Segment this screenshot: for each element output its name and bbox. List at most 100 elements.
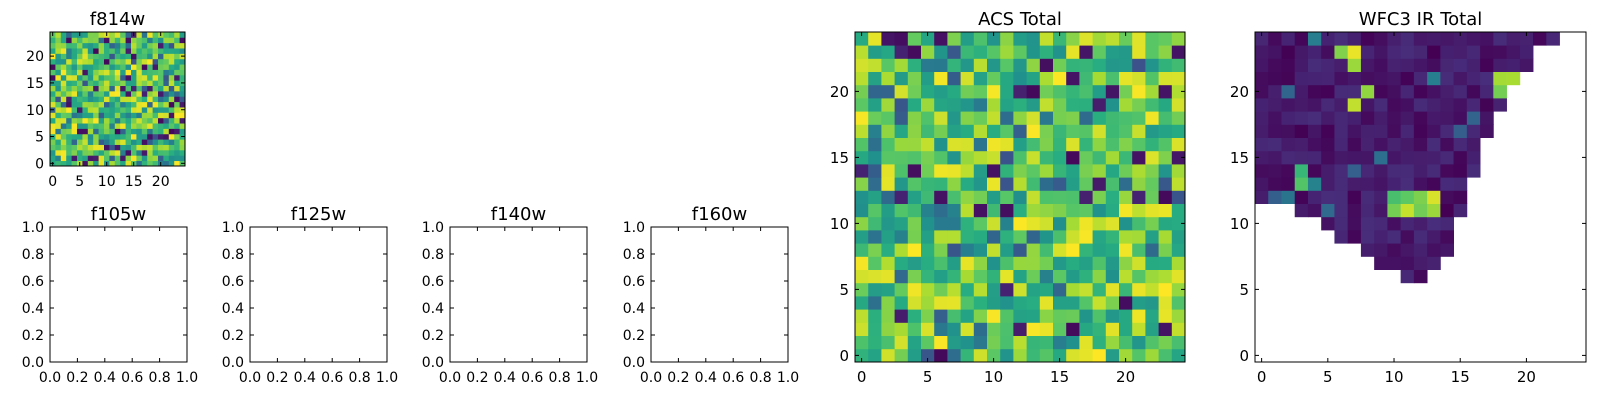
heatmap-cell bbox=[60, 37, 67, 44]
heatmap-cell bbox=[131, 58, 137, 65]
heatmap-cell bbox=[1105, 309, 1120, 323]
heatmap-cell bbox=[147, 117, 153, 124]
heatmap-cell bbox=[109, 101, 116, 108]
heatmap-cell bbox=[168, 128, 175, 135]
heatmap-cell bbox=[1066, 164, 1080, 178]
heatmap-cell bbox=[1427, 203, 1441, 218]
heatmap-cell bbox=[1158, 282, 1173, 297]
heatmap-cell bbox=[1440, 203, 1454, 218]
heatmap-cell bbox=[1360, 243, 1375, 257]
heatmap-cell bbox=[1255, 150, 1269, 165]
y-tick-label: 0.2 bbox=[623, 328, 645, 344]
heatmap-cell bbox=[1453, 203, 1468, 218]
heatmap-cell bbox=[104, 53, 110, 60]
heatmap-cell bbox=[87, 42, 94, 49]
heatmap-cell bbox=[131, 139, 137, 145]
heatmap-cell bbox=[1158, 216, 1173, 231]
heatmap-cell bbox=[147, 96, 153, 103]
heatmap-cell bbox=[881, 269, 895, 284]
heatmap-cell bbox=[1466, 124, 1481, 138]
heatmap-cell bbox=[125, 32, 132, 38]
y-tick-label: 0.8 bbox=[22, 247, 44, 263]
heatmap-cell bbox=[152, 133, 159, 140]
heatmap-cell bbox=[55, 32, 62, 38]
heatmap-cell bbox=[1466, 45, 1481, 59]
heatmap-cell bbox=[921, 177, 935, 191]
heatmap-cell bbox=[163, 117, 170, 124]
heatmap-cell bbox=[921, 84, 935, 99]
heatmap-cell bbox=[1466, 58, 1481, 72]
heatmap-cell bbox=[55, 139, 62, 145]
heatmap-cell bbox=[1427, 71, 1441, 86]
heatmap-cell bbox=[934, 137, 948, 152]
heatmap-cell bbox=[158, 53, 164, 60]
heatmap-cell bbox=[1079, 282, 1093, 297]
heatmap-cell bbox=[120, 123, 126, 129]
heatmap-cell bbox=[894, 296, 909, 310]
heatmap-cell bbox=[179, 101, 186, 108]
heatmap-cell bbox=[136, 69, 143, 76]
heatmap-cell bbox=[987, 177, 1001, 191]
heatmap-cell bbox=[1360, 177, 1375, 191]
heatmap-cell bbox=[82, 85, 89, 92]
heatmap-cell bbox=[1334, 216, 1349, 231]
heatmap-cell bbox=[1374, 84, 1388, 99]
heatmap-cell bbox=[921, 71, 935, 86]
heatmap-cell bbox=[131, 107, 137, 113]
heatmap-cell bbox=[1171, 269, 1186, 284]
heatmap-cell bbox=[55, 53, 62, 60]
heatmap-cell bbox=[1026, 98, 1041, 112]
y-tick-label: 1.0 bbox=[222, 220, 244, 236]
heatmap-cell bbox=[947, 137, 961, 152]
heatmap-cell bbox=[1440, 98, 1454, 112]
heatmap-cell bbox=[109, 96, 116, 103]
heatmap-cell bbox=[881, 58, 895, 72]
heatmap-cell bbox=[907, 150, 922, 165]
heatmap-cell bbox=[1079, 58, 1093, 72]
heatmap-cell bbox=[163, 96, 170, 103]
heatmap-cell bbox=[960, 322, 975, 336]
heatmap-cell bbox=[152, 37, 159, 44]
heatmap-cell bbox=[168, 155, 175, 162]
heatmap-cell bbox=[1453, 177, 1468, 191]
heatmap-cell bbox=[1374, 150, 1388, 165]
heatmap-cell bbox=[77, 42, 83, 49]
heatmap-cell bbox=[1268, 71, 1282, 86]
heatmap-cell bbox=[136, 74, 143, 81]
heatmap-cell bbox=[158, 123, 164, 129]
heatmap-cell bbox=[131, 144, 137, 151]
heatmap-cell bbox=[66, 32, 72, 38]
heatmap-cell bbox=[60, 32, 67, 38]
heatmap-cell bbox=[174, 160, 180, 167]
heatmap-cell bbox=[174, 133, 180, 140]
heatmap-cell bbox=[82, 155, 89, 162]
heatmap-cell bbox=[152, 101, 159, 108]
heatmap-cell bbox=[1092, 269, 1107, 284]
heatmap-cell bbox=[1413, 230, 1428, 244]
heatmap-cell bbox=[1000, 203, 1014, 218]
heatmap-cell bbox=[158, 74, 164, 81]
heatmap-cell bbox=[868, 71, 882, 86]
heatmap-cell bbox=[1145, 45, 1159, 59]
heatmap-cell bbox=[960, 111, 975, 125]
heatmap-cell bbox=[125, 123, 132, 129]
heatmap-cell bbox=[921, 164, 935, 178]
heatmap-cell bbox=[1053, 84, 1067, 99]
heatmap-cell bbox=[1480, 71, 1494, 86]
heatmap-cell bbox=[125, 69, 132, 76]
heatmap-cell bbox=[1039, 150, 1054, 165]
heatmap-cell bbox=[921, 243, 935, 257]
heatmap-cell bbox=[55, 133, 62, 140]
heatmap-cell bbox=[152, 85, 159, 92]
heatmap-cell bbox=[60, 139, 67, 145]
heatmap-cell bbox=[1013, 58, 1027, 72]
heatmap-cell bbox=[973, 216, 988, 231]
heatmap-cell bbox=[1440, 45, 1454, 59]
heatmap-cell bbox=[98, 123, 105, 129]
heatmap-cell bbox=[93, 128, 99, 135]
heatmap-cell bbox=[1374, 203, 1388, 218]
heatmap-cell bbox=[120, 117, 126, 124]
heatmap-cell bbox=[1493, 71, 1507, 86]
heatmap-cell bbox=[934, 243, 948, 257]
